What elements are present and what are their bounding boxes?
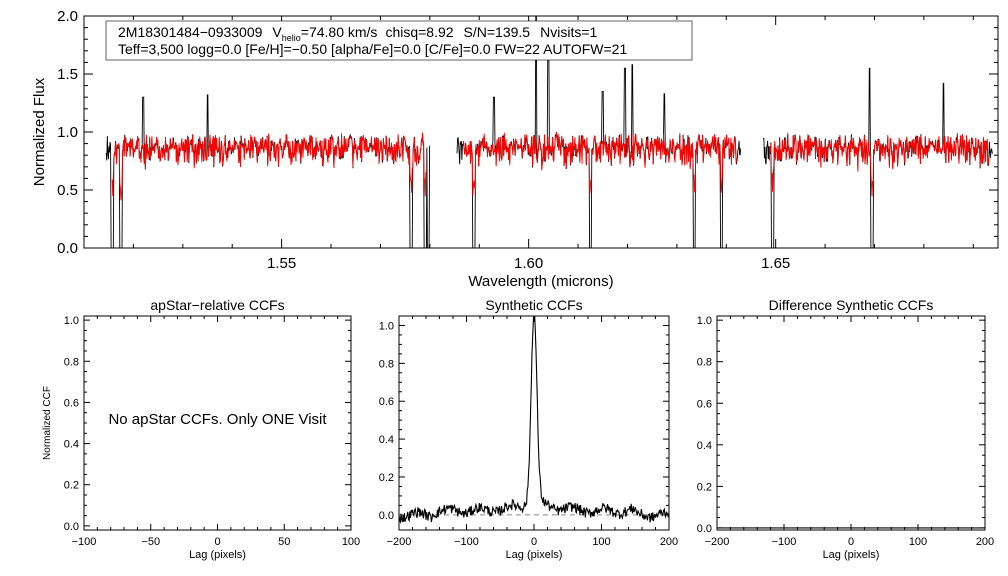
apstar-x-tick-label: 100 bbox=[342, 536, 360, 548]
apstar-x-tick-label: 50 bbox=[278, 536, 290, 548]
apstar-y-tick-label: 0.4 bbox=[64, 439, 79, 451]
spectrum-x-tick-label: 1.65 bbox=[761, 255, 790, 272]
difference-x-tick-label: −200 bbox=[705, 536, 730, 548]
apstar-title: apStar−relative CCFs bbox=[150, 297, 284, 313]
synthetic-traces bbox=[399, 316, 669, 524]
synthetic-plot-frame bbox=[398, 315, 670, 531]
synthetic-title: Synthetic CCFs bbox=[485, 297, 582, 313]
difference-x-tick-label: −100 bbox=[772, 536, 797, 548]
spectrum-x-tick-label: 1.55 bbox=[267, 255, 296, 272]
synthetic-x-tick-label: −100 bbox=[454, 536, 479, 548]
apstar-x-tick-label: −50 bbox=[141, 536, 160, 548]
synthetic-y-tick-label: 0.0 bbox=[379, 510, 394, 522]
synthetic-y-tick-label: 0.2 bbox=[379, 472, 394, 484]
info-box-frame bbox=[105, 20, 693, 61]
no-ccf-annotation: No apStar CCFs. Only ONE Visit bbox=[108, 411, 327, 428]
difference-y-tick-label: 0.6 bbox=[697, 398, 712, 410]
spectrum-y-tick-label: 0.0 bbox=[57, 240, 78, 257]
chisq-value: chisq=8.92 bbox=[385, 24, 453, 40]
spectrum-x-axis-label: Wavelength (microns) bbox=[468, 273, 613, 290]
synthetic-y-tick-label: 0.6 bbox=[379, 396, 394, 408]
spectrum-y-tick-label: 1.5 bbox=[57, 66, 78, 83]
difference-x-tick-label: 100 bbox=[909, 536, 927, 548]
observed-spectrum-line bbox=[762, 67, 994, 248]
difference-y-tick-label: 0.4 bbox=[697, 440, 712, 452]
difference-y-tick-label: 0.0 bbox=[697, 523, 712, 535]
synthetic-x-axis-label: Lag (pixels) bbox=[506, 549, 563, 561]
apstar-y-tick-label: 0.6 bbox=[64, 397, 79, 409]
synthetic-x-tick-label: 0 bbox=[531, 536, 537, 548]
synthetic-y-tick-label: 0.4 bbox=[379, 434, 394, 446]
difference-plot-frame bbox=[716, 315, 986, 531]
difference-y-tick-label: 0.8 bbox=[697, 357, 712, 369]
difference-panel: −200 −100 0 100 200 0.0 0.2 0.4 0.6 0.8 1.0 Differe… bbox=[697, 297, 994, 561]
apstar-y-tick-label: 0.0 bbox=[64, 521, 79, 533]
apstar-y-axis-label: Normalized CCF bbox=[42, 386, 53, 460]
spectrum-traces bbox=[105, 16, 994, 248]
vhelio-subscript: helio bbox=[282, 33, 301, 43]
spectrum-x-tick-label: 1.60 bbox=[514, 255, 543, 272]
apstar-panel: −100 −50 0 50 100 0.0 0.2 0.4 0.6 0.8 1.0 apStar−re… bbox=[42, 297, 360, 561]
nvisits-value: Nvisits=1 bbox=[540, 24, 597, 40]
apstar-x-tick-label: 0 bbox=[214, 536, 220, 548]
apstar-x-tick-label: −100 bbox=[72, 536, 97, 548]
vhelio-value: =74.80 km/s bbox=[301, 24, 378, 40]
difference-title: Difference Synthetic CCFs bbox=[769, 297, 934, 313]
difference-y-tick-label: 1.0 bbox=[697, 315, 712, 327]
spectrum-panel: 1.55 1.60 1.65 0.0 0.5 1.0 1.5 2.0 Wavelength (m… bbox=[31, 8, 999, 290]
apstar-y-tick-label: 0.2 bbox=[64, 480, 79, 492]
model-spectrum-line bbox=[462, 131, 738, 196]
synthetic-x-tick-label: 200 bbox=[660, 536, 678, 548]
model-spectrum-line bbox=[111, 132, 427, 201]
difference-x-axis-label: Lag (pixels) bbox=[823, 549, 880, 561]
synthetic-x-tick-label: 100 bbox=[592, 536, 610, 548]
spectrum-y-tick-label: 2.0 bbox=[57, 8, 78, 25]
spectrum-y-tick-label: 1.0 bbox=[57, 124, 78, 141]
synthetic-ccf-line bbox=[399, 316, 669, 524]
model-spectrum-line bbox=[768, 132, 990, 197]
difference-x-tick-label: 0 bbox=[848, 536, 854, 548]
synthetic-y-tick-label: 0.8 bbox=[379, 358, 394, 370]
synthetic-panel: −200 −100 0 100 200 0.0 0.2 0.4 0.6 0.8 1.0 Synthet… bbox=[379, 297, 678, 561]
difference-y-tick-label: 0.2 bbox=[697, 481, 712, 493]
apstar-y-tick-label: 0.8 bbox=[64, 356, 79, 368]
stellar-params-line: Teff=3,500 logg=0.0 [Fe/H]=−0.50 [alpha/… bbox=[118, 41, 627, 57]
synthetic-y-tick-label: 1.0 bbox=[379, 320, 394, 332]
apstar-x-axis-label: Lag (pixels) bbox=[189, 549, 246, 561]
vhelio-symbol: V bbox=[272, 24, 282, 40]
spectrum-y-tick-label: 0.5 bbox=[57, 182, 78, 199]
star-id: 2M18301484−0933009 bbox=[118, 24, 263, 40]
apstar-y-tick-label: 1.0 bbox=[64, 315, 79, 327]
synthetic-x-tick-label: −200 bbox=[387, 536, 412, 548]
info-line-1: 2M18301484−0933009 Vhelio=74.80 km/s chisq… bbox=[118, 24, 598, 43]
observed-spectrum-line bbox=[105, 94, 431, 248]
spectrum-info-box: 2M18301484−0933009 Vhelio=74.80 km/s chisq… bbox=[105, 20, 693, 61]
difference-x-tick-label: 200 bbox=[976, 536, 994, 548]
snr-value: S/N=139.5 bbox=[464, 24, 531, 40]
spectrum-y-axis-label: Normalized Flux bbox=[31, 77, 48, 186]
